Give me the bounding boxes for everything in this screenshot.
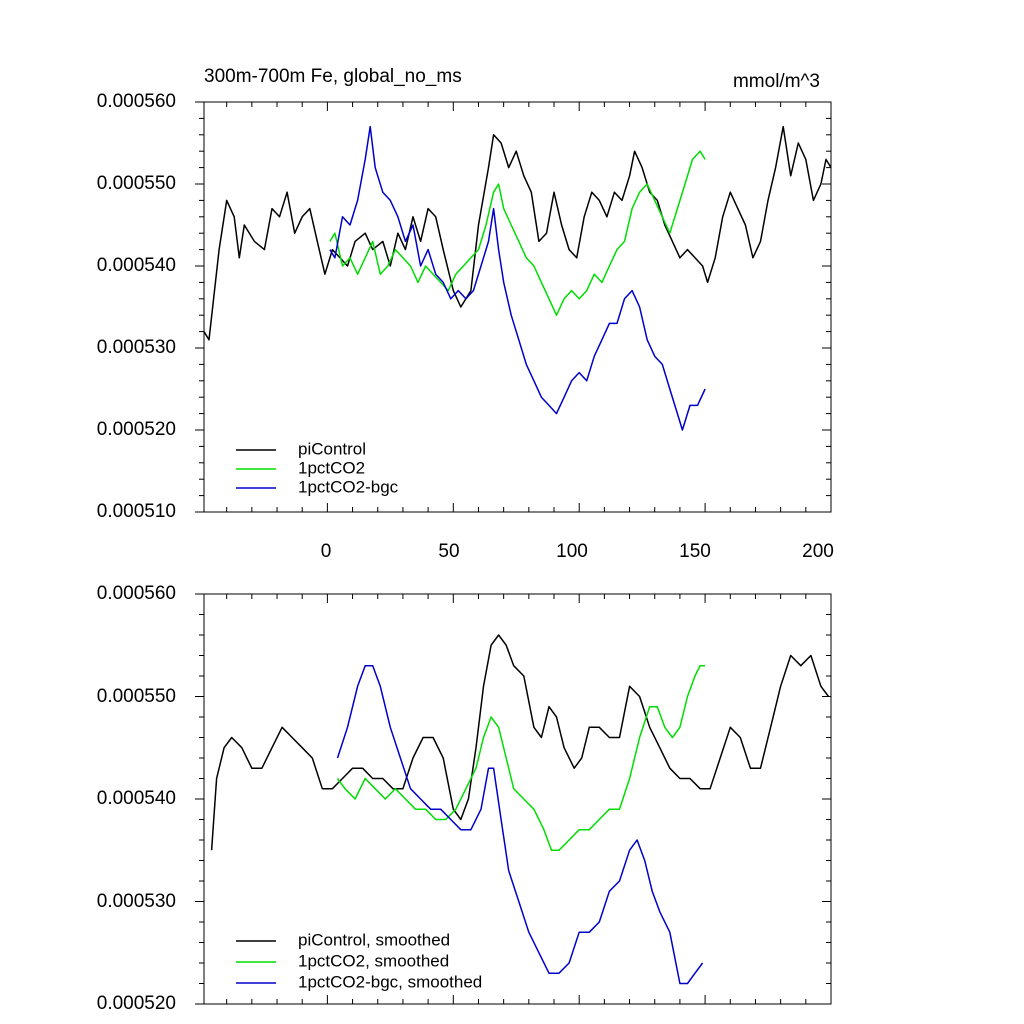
y-tick-label: 0.000520 — [97, 993, 176, 1014]
y-tick-label: 0.000560 — [97, 583, 176, 604]
legend-label-1pctco2-smoothed: 1pctCO2, smoothed — [298, 951, 449, 970]
y-tick-label: 0.000540 — [97, 788, 176, 809]
y-tick-label: 0.000530 — [97, 891, 176, 912]
series-line-1pctco2-bgc-smoothed — [336, 664, 704, 985]
x-tick-label: 200 — [802, 541, 834, 562]
x-tick-label: 0 — [321, 541, 332, 562]
series-line-1pctco2 — [329, 150, 706, 316]
legend-label-picontrol: piControl — [298, 439, 366, 458]
y-tick-label: 0.000550 — [97, 686, 176, 707]
y-tick-labels-bottom: 0.000560 0.000550 0.000540 0.000530 0.00… — [97, 583, 176, 1014]
legend-bottom: piControl, smoothed 1pctCO2, smoothed 1p… — [236, 930, 482, 991]
y-tick-label: 0.000550 — [97, 173, 176, 194]
series-group-bottom — [210, 634, 830, 985]
legend-label-1pctco2-bgc-smoothed: 1pctCO2-bgc, smoothed — [298, 972, 482, 991]
legend-label-1pctco2: 1pctCO2 — [298, 458, 365, 477]
series-line-1pctco2-smoothed — [336, 664, 706, 851]
series-line-1pctco2-bgc — [329, 125, 706, 431]
chart-panel-top: 300m-700m Fe, global_no_ms mmol/m^3 0.00… — [97, 66, 834, 562]
legend-label-picontrol-smoothed: piControl, smoothed — [298, 930, 450, 949]
y-tick-labels-top: 0.000560 0.000550 0.000540 0.000530 0.00… — [97, 91, 176, 522]
chart-title: 300m-700m Fe, global_no_ms — [204, 66, 462, 87]
units-label: mmol/m^3 — [733, 71, 820, 92]
legend-label-1pctco2-bgc: 1pctCO2-bgc — [298, 477, 399, 496]
x-tick-labels-top: 0 50 100 150 200 — [321, 541, 834, 562]
x-tick-label: 100 — [556, 541, 588, 562]
chart-panel-bottom: 0.000560 0.000550 0.000540 0.000530 0.00… — [97, 583, 832, 1014]
y-tick-label: 0.000560 — [97, 91, 176, 112]
tick-marks-top — [195, 101, 832, 513]
x-tick-label: 50 — [438, 541, 459, 562]
legend-top: piControl 1pctCO2 1pctCO2-bgc — [236, 439, 399, 496]
plot-frame-top — [203, 101, 832, 513]
y-tick-label: 0.000520 — [97, 419, 176, 440]
y-tick-label: 0.000530 — [97, 337, 176, 358]
y-tick-label: 0.000540 — [97, 255, 176, 276]
series-group-top — [203, 125, 832, 431]
x-tick-label: 150 — [679, 541, 711, 562]
y-tick-label: 0.000510 — [97, 501, 176, 522]
tick-marks-bottom — [195, 593, 832, 1005]
series-line-picontrol-smoothed — [210, 634, 830, 851]
series-line-picontrol — [203, 125, 832, 341]
